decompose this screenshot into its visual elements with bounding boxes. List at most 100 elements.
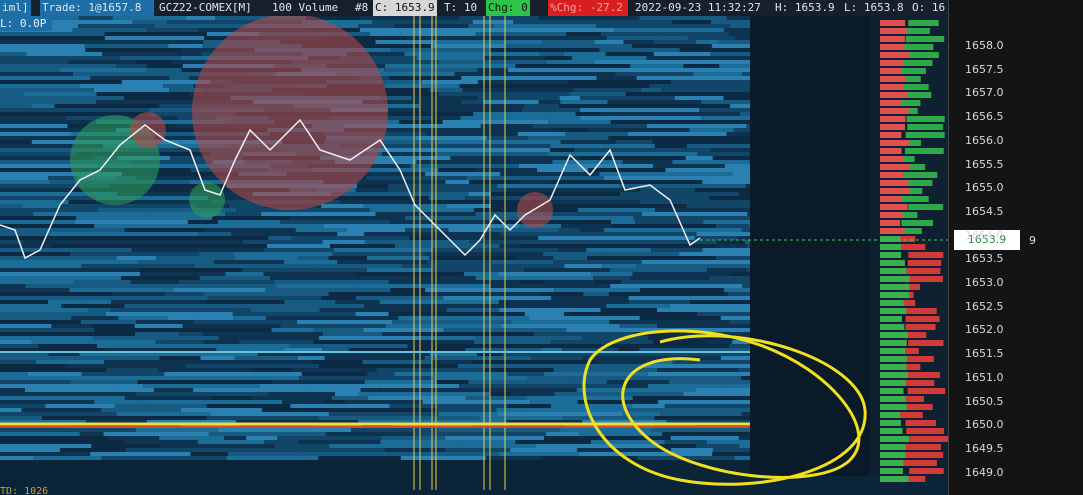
heat-cell [385,88,431,92]
heat-cell [619,172,733,176]
heat-cell [0,260,138,264]
heat-cell [560,364,645,368]
heat-cell [296,320,393,324]
heat-cell [135,428,218,432]
heat-cell [116,64,147,68]
book-bar [904,372,940,378]
field: Chg: 0.1 [486,0,530,16]
heat-cell [132,20,168,24]
heat-cell [0,204,23,208]
heat-cell [366,268,433,272]
heat-cell [146,28,199,32]
book-bar [909,276,943,282]
book-bar [897,380,935,386]
price-tick: 1649.0 [965,465,1004,479]
heat-cell [639,200,693,204]
book-bar [905,324,936,330]
heat-cell [0,400,95,404]
heat-cell [654,144,687,148]
heat-cell [510,392,555,396]
book-bar [880,468,903,474]
heat-cell [592,244,717,248]
heat-cell [329,444,463,448]
heat-cell [500,232,589,236]
heat-cell [605,252,680,256]
heat-cell [517,132,565,136]
heat-cell [363,328,444,332]
heat-cell [672,160,750,164]
heat-cell [203,340,240,344]
book-bar [894,164,926,170]
heat-cell [176,344,255,348]
heat-cell [382,332,418,336]
heat-cell [384,84,460,88]
heat-cell [380,96,412,100]
heat-cell [309,388,361,392]
heat-cell [331,396,369,400]
heat-cell [355,284,491,288]
heat-cell [232,252,333,256]
heat-cell [461,100,484,104]
heat-cell [0,36,105,40]
heat-cell [313,340,436,344]
heat-cell [239,340,314,344]
heat-cell [683,68,758,72]
heat-cell [633,216,761,220]
heat-cell [249,368,292,372]
heat-cell [560,100,608,104]
heat-cell [727,80,755,84]
heat-cell [445,180,470,184]
heat-cell [194,264,286,268]
heat-cell [582,336,649,340]
heat-cell [284,348,323,352]
heat-cell [346,228,406,232]
heat-cell [274,280,389,284]
book-bar [880,60,904,66]
heat-cell [199,252,233,256]
heat-cell [685,156,713,160]
heat-cell [486,228,559,232]
heat-cell [263,448,385,452]
book-bar [880,236,901,242]
heat-cell [145,212,226,216]
heat-cell [106,368,158,372]
heat-cell [159,436,225,440]
heat-cell [407,344,497,348]
heat-cell [570,380,607,384]
heat-cell [181,420,237,424]
heat-cell [437,140,561,144]
heat-cell [280,220,390,224]
heat-cell [136,320,194,324]
heat-cell [649,84,726,88]
heat-cell [0,48,86,52]
heat-cell [389,220,496,224]
heat-cell [515,64,631,68]
heat-cell [0,236,139,240]
heat-cell [600,112,740,116]
heat-cell [394,24,469,28]
heat-cell [630,276,710,280]
heat-cell [33,456,102,460]
heat-cell [494,24,596,28]
book-bar [880,340,907,346]
heat-cell [160,336,219,340]
book-bar [905,316,940,322]
heat-cell [669,220,704,224]
price-tick: 1654.0 [965,228,1004,242]
book-bar [880,444,906,450]
heat-cell [295,228,347,232]
heat-cell [483,28,615,32]
heat-cell [542,40,595,44]
heat-cell [622,384,648,388]
book-bar [890,332,927,338]
book-bar [880,332,908,338]
book-bar [908,340,944,346]
heat-cell [660,36,688,40]
heat-cell [472,20,514,24]
heat-cell [457,364,561,368]
heat-cell [0,32,59,36]
heat-cell [480,124,533,128]
heat-cell [524,312,565,316]
heat-cell [0,268,139,272]
heat-cell [328,256,368,260]
